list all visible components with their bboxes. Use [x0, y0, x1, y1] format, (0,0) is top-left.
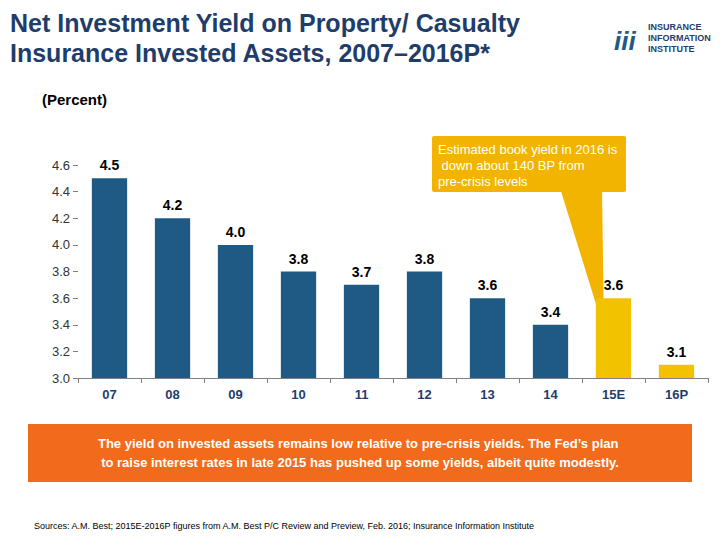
- svg-text:4.4: 4.4: [52, 184, 70, 199]
- svg-text:3.1: 3.1: [667, 344, 687, 360]
- svg-text:3.4: 3.4: [52, 317, 70, 332]
- svg-text:15E: 15E: [602, 387, 625, 402]
- svg-text:to raise interest rates in lat: to raise interest rates in late 2015 has…: [101, 455, 619, 470]
- svg-text:Net Investment Yield on Proper: Net Investment Yield on Property/ Casual…: [10, 9, 527, 37]
- svg-text:pre-crisis levels: pre-crisis levels: [438, 174, 528, 189]
- svg-text:3.6: 3.6: [604, 277, 624, 293]
- svg-text:14: 14: [543, 387, 558, 402]
- svg-text:09: 09: [228, 387, 242, 402]
- svg-text:3.8: 3.8: [289, 251, 309, 267]
- svg-text:4.0: 4.0: [52, 237, 70, 252]
- svg-text:Insurance Invested Assets, 200: Insurance Invested Assets, 2007–2016P*: [10, 39, 490, 67]
- svg-text:INSTITUTE: INSTITUTE: [648, 44, 695, 54]
- svg-text:3.0: 3.0: [52, 371, 70, 386]
- svg-text:4.6: 4.6: [52, 158, 70, 173]
- svg-text:3.8: 3.8: [52, 264, 70, 279]
- svg-text:The yield on invested assets r: The yield on invested assets remains low…: [98, 436, 622, 451]
- svg-text:08: 08: [165, 387, 179, 402]
- svg-text:down about 140 BP from: down about 140 BP from: [438, 158, 588, 173]
- svg-text:3.6: 3.6: [478, 277, 498, 293]
- svg-text:3.7: 3.7: [352, 264, 372, 280]
- svg-text:iii: iii: [614, 26, 636, 56]
- svg-text:INFORMATION: INFORMATION: [648, 33, 711, 43]
- svg-text:11: 11: [355, 387, 369, 402]
- svg-text:16P: 16P: [665, 387, 688, 402]
- svg-text:13: 13: [480, 387, 494, 402]
- svg-text:07: 07: [102, 387, 116, 402]
- svg-text:12: 12: [417, 387, 431, 402]
- svg-text:3.4: 3.4: [541, 304, 561, 320]
- svg-text:4.2: 4.2: [163, 197, 183, 213]
- svg-text:3.6: 3.6: [52, 291, 70, 306]
- svg-text:3.2: 3.2: [52, 344, 70, 359]
- svg-text:4.0: 4.0: [226, 224, 246, 240]
- svg-text:Estimated book yield in 2016 i: Estimated book yield in 2016 is: [438, 142, 618, 157]
- svg-text:4.2: 4.2: [52, 211, 70, 226]
- svg-text:(Percent): (Percent): [42, 91, 107, 108]
- svg-text:4.5: 4.5: [100, 157, 120, 173]
- svg-text:INSURANCE: INSURANCE: [648, 22, 702, 32]
- svg-text:10: 10: [291, 387, 305, 402]
- svg-text:3.8: 3.8: [415, 251, 435, 267]
- svg-text:Sources: A.M. Best; 2015E-2016: Sources: A.M. Best; 2015E-2016P figures …: [34, 521, 534, 531]
